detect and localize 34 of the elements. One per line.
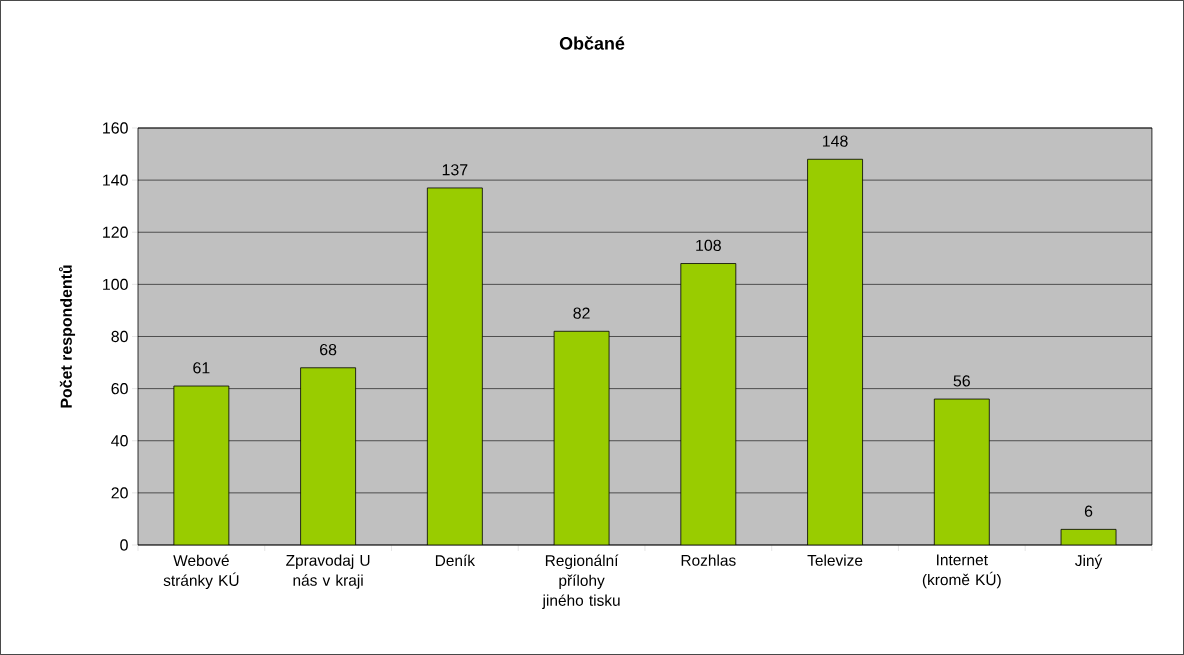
bar — [300, 367, 357, 545]
x-tick-label: Webové stránky KÚ — [163, 554, 239, 590]
y-tick-label: 100 — [103, 278, 128, 291]
data-label: 56 — [953, 375, 970, 387]
x-tick-label: Internet (kromě KÚ) — [922, 554, 1001, 589]
bar — [807, 158, 863, 545]
x-tick-label: Jiný — [1075, 554, 1103, 570]
x-tick-label: Zpravodaj U nás v kraji — [286, 554, 370, 589]
y-tick-label: 140 — [103, 174, 128, 186]
bar — [173, 385, 230, 545]
y-tick-label: 80 — [111, 330, 128, 343]
y-tick-label: 120 — [103, 226, 128, 238]
data-label: 108 — [696, 239, 721, 251]
bar — [426, 187, 483, 545]
x-tick-label: Deník — [435, 554, 476, 567]
bar — [553, 330, 610, 545]
data-label: 82 — [573, 307, 590, 319]
data-label: 6 — [1084, 505, 1093, 517]
y-tick-label: 160 — [103, 122, 128, 134]
x-tick-label: Rozhlas — [681, 554, 736, 566]
chart-title: Občané — [559, 36, 625, 50]
bar — [680, 263, 737, 545]
y-tick-label: 20 — [111, 487, 128, 499]
y-tick-label: 0 — [120, 539, 128, 551]
data-label: 68 — [320, 343, 337, 356]
bar — [933, 398, 990, 545]
y-axis-title: Počet respondentů — [58, 265, 76, 408]
data-label: 137 — [442, 164, 468, 176]
y-tick-label: 60 — [111, 382, 128, 395]
x-tick-label: Televize — [807, 554, 863, 566]
x-tick-label: Regionální přílohy jiného tisku — [542, 554, 620, 609]
data-label: 61 — [193, 362, 210, 374]
data-label: 148 — [822, 135, 848, 147]
y-tick-label: 40 — [111, 435, 128, 447]
